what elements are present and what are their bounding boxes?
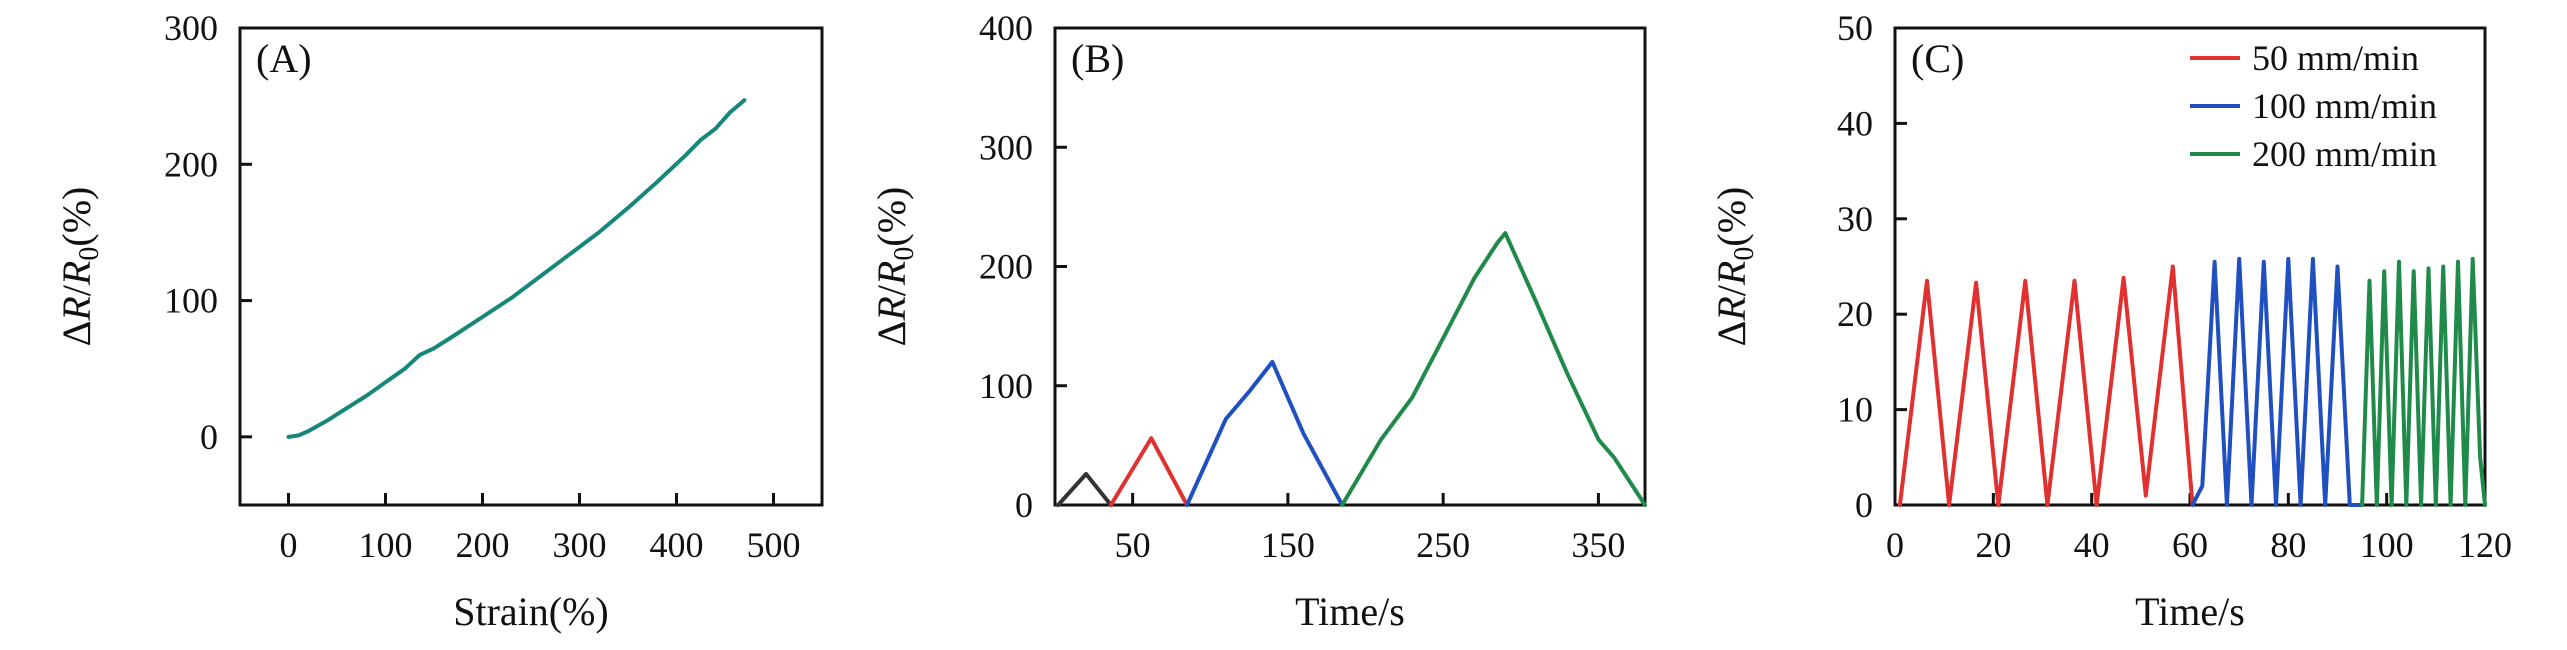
y-axis-title-part: / — [869, 284, 914, 296]
x-axis-title: Time/s — [2135, 589, 2245, 634]
x-tick-label: 80 — [2270, 525, 2306, 565]
y-tick-label: 20 — [1837, 294, 1873, 334]
y-axis-title-part: R — [54, 296, 99, 321]
y-tick-label: 30 — [1837, 199, 1873, 239]
x-tick-label: 40 — [2074, 525, 2110, 565]
y-tick-label: 200 — [979, 247, 1033, 287]
series-line — [1056, 472, 1113, 507]
series-line — [2360, 256, 2487, 507]
y-axis-title-part: / — [54, 284, 99, 296]
y-axis-title-part: 0 — [889, 247, 920, 261]
x-tick-label: 400 — [650, 525, 704, 565]
y-tick-label: 0 — [1855, 485, 1873, 525]
y-axis-title-part: Δ — [54, 321, 99, 347]
y-axis-title: ΔR/R0(%) — [54, 187, 105, 347]
x-tick-label: 300 — [553, 525, 607, 565]
y-tick-label: 100 — [164, 281, 218, 321]
y-tick-label: 400 — [979, 8, 1033, 48]
y-tick-label: 10 — [1837, 390, 1873, 430]
x-tick-label: 120 — [2458, 525, 2512, 565]
y-tick-label: 0 — [1015, 485, 1033, 525]
x-axis-title: Strain(%) — [453, 589, 609, 634]
y-axis-title-part: (%) — [1709, 187, 1754, 247]
y-tick-label: 0 — [200, 417, 218, 457]
series-line — [2190, 256, 2365, 507]
y-tick-label: 300 — [164, 8, 218, 48]
x-tick-label: 60 — [2172, 525, 2208, 565]
x-tick-label: 100 — [359, 525, 413, 565]
x-tick-label: 0 — [280, 525, 298, 565]
x-tick-label: 0 — [1886, 525, 1904, 565]
y-axis-title-part: Δ — [1709, 321, 1754, 347]
x-tick-label: 250 — [1416, 525, 1470, 565]
series-line — [1340, 231, 1647, 507]
y-tick-label: 100 — [979, 366, 1033, 406]
y-tick-label: 40 — [1837, 103, 1873, 143]
series-line — [1185, 359, 1345, 507]
x-tick-label: 50 — [1115, 525, 1151, 565]
plot-frame — [238, 26, 824, 507]
x-tick-label: 500 — [747, 525, 801, 565]
panel-c: 0 20 40 60 80 100 12001020304050(C)Time/sΔR/R0… — [1709, 8, 2512, 634]
x-axis-title: Time/s — [1295, 589, 1405, 634]
y-axis-title-part: R — [1709, 296, 1754, 321]
panel-label: (A) — [256, 36, 312, 81]
y-axis-title-part: R — [54, 261, 99, 286]
y-axis-title: ΔR/R0(%) — [869, 187, 920, 347]
x-tick-label: 200 — [456, 525, 510, 565]
legend-label: 50 mm/min — [2252, 38, 2419, 78]
series-line — [286, 98, 747, 439]
x-tick-label: 150 — [1261, 525, 1315, 565]
y-axis-title-part: (%) — [54, 187, 99, 247]
y-axis-title: ΔR/R0(%) — [1709, 187, 1760, 347]
legend-label: 200 mm/min — [2252, 134, 2437, 174]
series-line — [1108, 436, 1189, 507]
y-axis-title-part: R — [869, 296, 914, 321]
x-tick-label: 20 — [1975, 525, 2011, 565]
x-tick-label: 350 — [1571, 525, 1625, 565]
y-axis-title-part: 0 — [1729, 247, 1760, 261]
y-tick-label: 200 — [164, 144, 218, 184]
y-axis-title-part: 0 — [74, 247, 105, 261]
x-tick-label: 100 — [2360, 525, 2414, 565]
panel-label: (C) — [1911, 36, 1964, 81]
y-axis-title-part: R — [1709, 261, 1754, 286]
y-tick-label: 50 — [1837, 8, 1873, 48]
series-line — [1897, 264, 2195, 507]
y-axis-title-part: / — [1709, 284, 1754, 296]
panel-a: 0 100 200 300 400 5000100200300(A)Strain(%)ΔR… — [54, 8, 824, 634]
y-axis-title-part: Δ — [869, 321, 914, 347]
y-tick-label: 300 — [979, 127, 1033, 167]
panel-b: 50 150 250 3500100200300400(B)Time/sΔR/R0(%… — [869, 8, 1647, 634]
plot-frame — [1053, 26, 1647, 507]
y-axis-title-part: R — [869, 261, 914, 286]
legend-label: 100 mm/min — [2252, 86, 2437, 126]
panel-label: (B) — [1071, 36, 1124, 81]
y-axis-title-part: (%) — [869, 187, 914, 247]
